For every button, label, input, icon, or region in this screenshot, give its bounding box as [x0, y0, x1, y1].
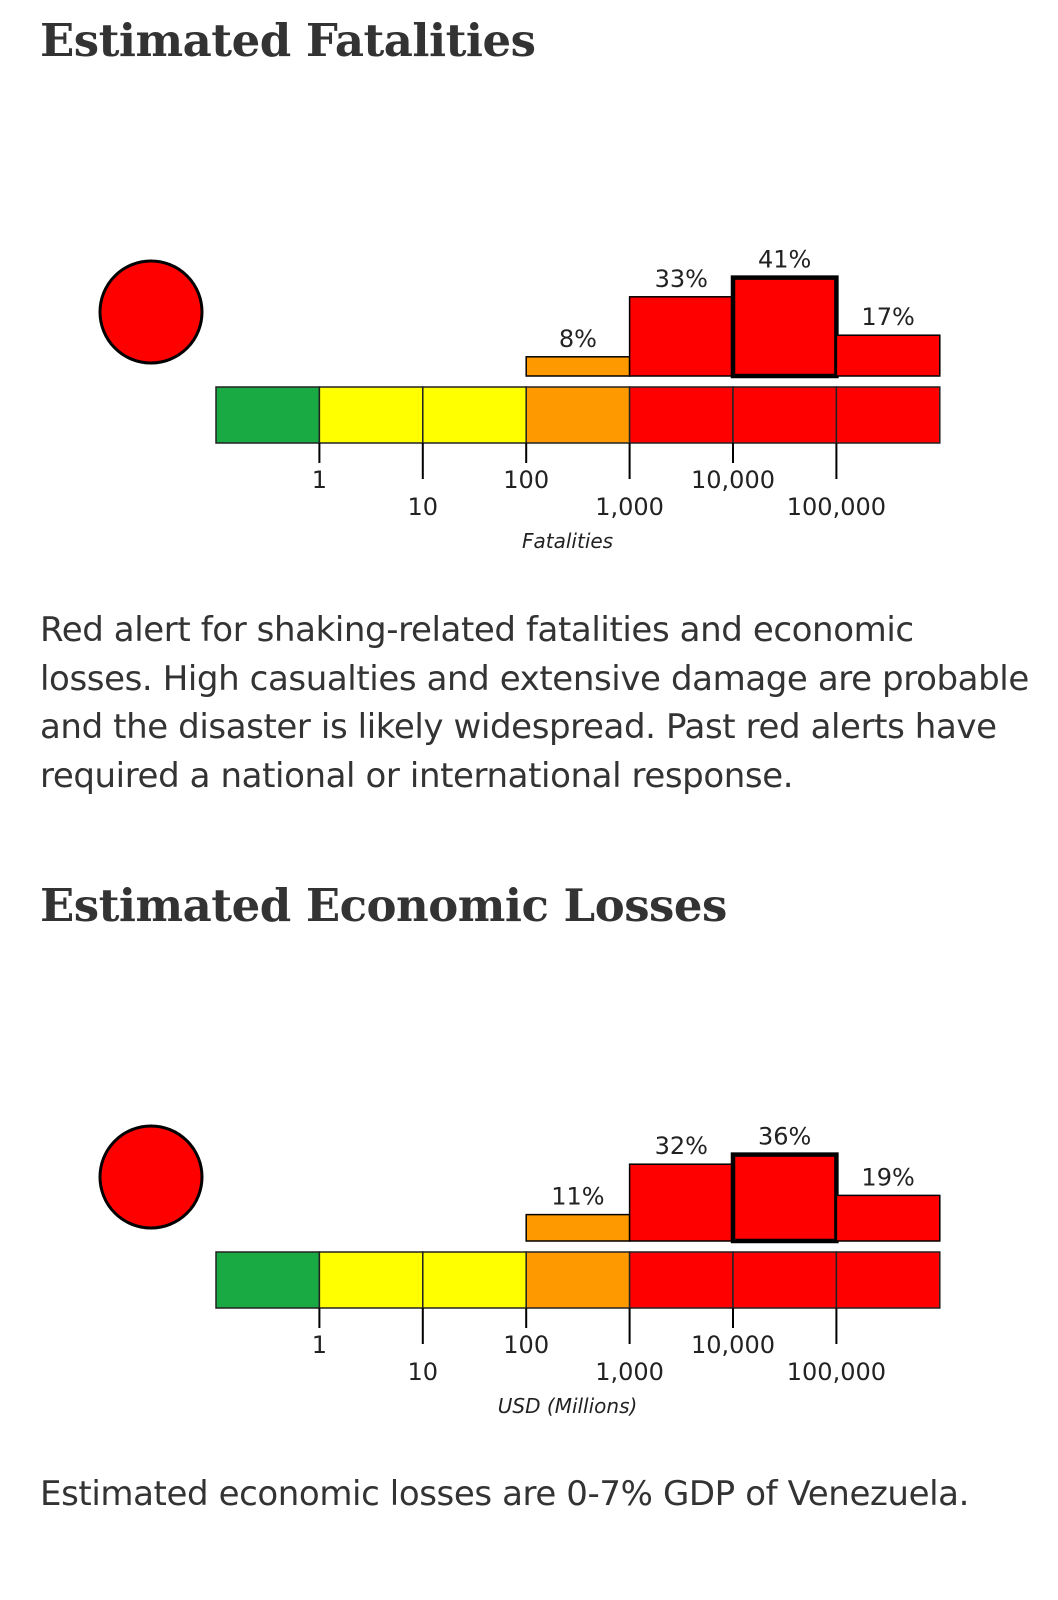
chart1-tick-label: 1,000 — [595, 493, 664, 521]
economic-losses-description: Estimated economic losses are 0-7% GDP o… — [40, 1474, 969, 1514]
chart1-alert-level-circle — [98, 259, 204, 365]
chart1-bar-value-label: 33% — [655, 265, 708, 293]
chart2-tick-label: 100 — [503, 1331, 549, 1359]
chart1-tick-label: 10,000 — [691, 466, 775, 494]
chart1-bar-value-label: 8% — [559, 325, 597, 353]
chart1-scale-segment — [835, 386, 941, 444]
chart1-highlighted-bar — [730, 275, 839, 379]
chart1-bar — [628, 296, 734, 377]
chart2-scale-segment — [525, 1251, 631, 1309]
chart2-bar-value-label: 19% — [861, 1163, 914, 1191]
chart1-tick-label: 10 — [408, 493, 439, 521]
chart2-tick-label: 10,000 — [691, 1331, 775, 1359]
chart2-tick-label: 10 — [408, 1358, 439, 1386]
chart2-x-axis-label: USD (Millions) — [498, 1394, 638, 1418]
chart1-scale-segment — [628, 386, 734, 444]
chart1-bar-value-label: 17% — [861, 303, 914, 331]
chart2-bar — [628, 1163, 734, 1242]
chart1-scale-segment — [318, 386, 424, 444]
economic-losses-chart: 11% 32% 36% 19% 1 10 100 1,000 10,000 100,000 USD … — [98, 1123, 941, 1418]
chart1-scale-segment — [732, 386, 838, 444]
chart2-tick-label: 1 — [312, 1331, 327, 1359]
chart1-tick-label: 100,000 — [787, 493, 886, 521]
chart2-bar — [835, 1194, 941, 1242]
chart2-tick-label: 1,000 — [595, 1358, 664, 1386]
fatalities-description: Red alert for shaking-related fatalities… — [40, 610, 1029, 796]
chart2-highlighted-bar — [730, 1152, 839, 1244]
chart2-bar-value-label: 11% — [551, 1183, 604, 1211]
fatalities-title: Estimated Fatalities — [40, 14, 536, 67]
chart2-scale-segment — [628, 1251, 734, 1309]
chart2-bar-value-label: 32% — [655, 1132, 708, 1160]
chart2-bar — [525, 1213, 631, 1242]
chart1-tick-label: 100 — [503, 466, 549, 494]
chart2-scale-segment — [215, 1251, 321, 1309]
chart1-bar-value-label: 41% — [758, 246, 811, 274]
economic-losses-title: Estimated Economic Losses — [40, 879, 727, 932]
chart2-scale-segment — [422, 1251, 527, 1309]
chart1-scale-segment — [215, 386, 321, 444]
chart1-bar — [835, 334, 941, 377]
chart1-bar — [525, 356, 631, 377]
chart2-tick-label: 100,000 — [787, 1358, 886, 1386]
chart1-scale-segment — [525, 386, 631, 444]
chart1-x-axis-label: Fatalities — [522, 529, 613, 553]
chart1-scale-segment — [422, 386, 527, 444]
chart2-alert-level-circle — [98, 1124, 204, 1230]
chart2-scale-segment — [732, 1251, 838, 1309]
fatalities-chart: 8% 33% 41% 17% 1 10 100 1,000 10,000 100,000 Fatal… — [98, 246, 941, 553]
chart1-tick-label: 1 — [312, 466, 327, 494]
chart2-bar-value-label: 36% — [758, 1123, 811, 1151]
chart2-scale-segment — [318, 1251, 424, 1309]
chart2-scale-segment — [835, 1251, 941, 1309]
